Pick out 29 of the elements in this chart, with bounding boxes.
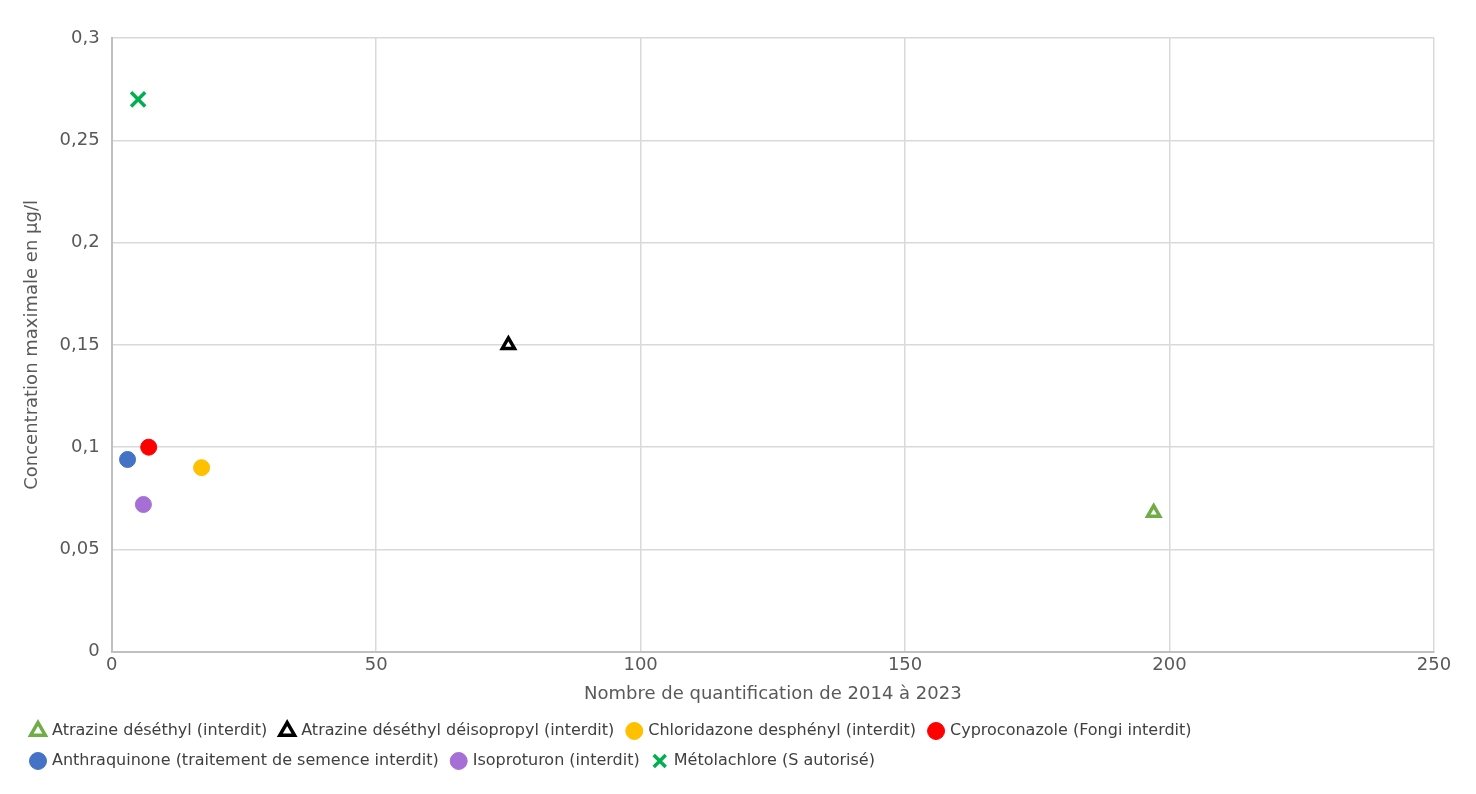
y-tick-label: 0,1 bbox=[71, 434, 100, 456]
legend-label: Atrazine déséthyl déisopropyl (interdit) bbox=[301, 720, 615, 740]
point bbox=[500, 336, 517, 351]
x-tick-label: 50 bbox=[364, 653, 388, 675]
y-tick-label: 0 bbox=[88, 639, 100, 661]
point bbox=[134, 495, 152, 513]
legend-label: Atrazine déséthyl (interdit) bbox=[52, 720, 268, 740]
x-tick-label: 0 bbox=[105, 653, 118, 675]
legend-label: Anthraquinone (traitement de semence interdit) bbox=[52, 750, 439, 770]
legend-label: Métolachlore (S autorisé) bbox=[673, 750, 875, 770]
y-tick-label: 0,25 bbox=[59, 127, 100, 149]
point bbox=[119, 450, 137, 468]
y-tick-label: 0,3 bbox=[71, 25, 100, 47]
x-tick-label: 150 bbox=[887, 653, 923, 675]
y-axis-title: Concentration maximale en µg/l bbox=[20, 200, 42, 490]
point bbox=[140, 438, 158, 456]
y-tick-label: 0,05 bbox=[59, 537, 100, 559]
legend-label: Chloridazone desphényl (interdit) bbox=[648, 720, 917, 740]
legend-label: Isoproturon (interdit) bbox=[472, 750, 640, 770]
y-tick-label: 0,15 bbox=[59, 332, 100, 354]
x-tick-label: 200 bbox=[1152, 653, 1187, 675]
x-axis-title: Nombre de quantification de 2014 à 2023 bbox=[584, 681, 962, 703]
x-tick-label: 250 bbox=[1416, 653, 1452, 675]
point bbox=[1145, 503, 1162, 518]
point bbox=[129, 90, 147, 109]
x-tick-label: 100 bbox=[623, 653, 658, 675]
y-tick-label: 0,2 bbox=[71, 230, 100, 252]
point bbox=[193, 459, 211, 477]
legend-label: Cyproconazole (Fongi interdit) bbox=[950, 720, 1192, 740]
